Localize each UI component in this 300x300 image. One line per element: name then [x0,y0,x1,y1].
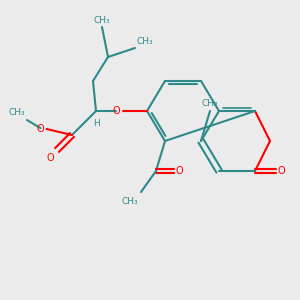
Text: O: O [112,106,120,116]
Text: CH₃: CH₃ [94,16,110,25]
Text: O: O [176,166,183,176]
Text: CH₃: CH₃ [202,99,218,108]
Text: O: O [278,166,285,176]
Text: O: O [37,124,44,134]
Text: CH₃: CH₃ [9,108,26,117]
Text: H: H [93,118,99,127]
Text: CH₃: CH₃ [136,37,153,46]
Text: CH₃: CH₃ [122,196,138,206]
Text: O: O [46,153,54,163]
